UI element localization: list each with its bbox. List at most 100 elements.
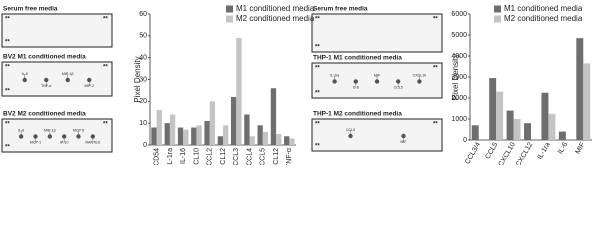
- spot-label: MIP-2: [84, 84, 94, 88]
- bar: [196, 125, 202, 145]
- x-tick-label: CD54: [153, 148, 160, 165]
- x-tick-label: IL-16: [180, 148, 187, 164]
- bar: [236, 38, 242, 146]
- bar: [541, 92, 549, 140]
- reference-spot: **: [5, 89, 10, 95]
- x-tick-label: IL-1ra: [537, 141, 552, 160]
- y-tick-label: 6000: [451, 11, 467, 18]
- blot-title: Serum free media: [3, 6, 58, 13]
- spot-label: IL-1ra: [330, 73, 339, 77]
- bar: [217, 136, 223, 145]
- reference-spot: **: [315, 66, 320, 72]
- y-tick-label: 2000: [451, 95, 467, 102]
- bar: [262, 131, 269, 145]
- bar: [270, 88, 277, 145]
- spot-label: RANTES: [86, 140, 101, 144]
- x-tick-label: CXCL12: [515, 141, 534, 165]
- bar: [151, 127, 157, 145]
- spot-label: IP-10: [60, 140, 69, 144]
- reference-spot: **: [315, 91, 320, 97]
- bar: [230, 96, 237, 145]
- y-tick-label: 40: [139, 55, 147, 62]
- y-tick-label: 0: [463, 137, 467, 144]
- bar: [558, 131, 566, 140]
- reference-spot: **: [5, 122, 10, 128]
- spot-label: CCL5: [346, 128, 355, 132]
- spot-label: IL-6: [18, 128, 24, 132]
- bar: [257, 125, 263, 145]
- spot-label: IL-6: [353, 85, 359, 89]
- x-tick-label: TNF-α: [286, 148, 293, 165]
- reference-spot: **: [315, 144, 320, 150]
- y-tick-label: 0: [143, 142, 147, 149]
- x-tick-label: CXCL12: [273, 148, 280, 165]
- x-tick-label: CXCL10: [193, 148, 200, 165]
- y-tick-label: 3000: [451, 74, 467, 81]
- x-tick-label: IL-6: [557, 141, 569, 155]
- bar: [289, 138, 295, 145]
- x-tick-label: CCL5: [260, 148, 267, 165]
- x-tick-label: CCL4: [246, 148, 253, 165]
- legend-swatch: [226, 5, 233, 13]
- reference-spot: **: [5, 145, 10, 151]
- legend-swatch: [494, 5, 501, 13]
- blot-frame: [311, 13, 443, 53]
- x-tick-label: CCL3: [233, 148, 240, 165]
- reference-spot: **: [315, 122, 320, 128]
- bar: [513, 119, 521, 140]
- reference-spot: **: [433, 17, 438, 23]
- y-tick-label: 10: [139, 120, 147, 127]
- spot-label: CXCL10: [413, 73, 427, 77]
- y-tick-label: 5000: [451, 32, 467, 39]
- legend-label: M1 conditioned media: [504, 4, 583, 13]
- bar: [506, 110, 514, 140]
- x-tick-label: CXCL10: [498, 141, 517, 165]
- reference-spot: **: [433, 66, 438, 72]
- bar: [244, 114, 250, 145]
- blot-frame: [1, 13, 113, 48]
- blot-title: Serum free media: [313, 6, 368, 13]
- bar: [284, 136, 290, 145]
- y-tick-label: 20: [139, 98, 147, 105]
- bar: [223, 125, 229, 145]
- y-tick-label: 30: [139, 76, 147, 83]
- x-tick-label: IL-1ra: [167, 148, 174, 165]
- blot-frame: [1, 118, 113, 153]
- bar: [576, 38, 584, 140]
- bar: [177, 127, 184, 145]
- reference-spot: **: [103, 17, 108, 23]
- reference-spot: **: [103, 122, 108, 128]
- bar: [471, 125, 479, 140]
- bar: [204, 120, 210, 145]
- reference-spot: **: [5, 65, 10, 71]
- x-tick-label: CCL3/4: [464, 141, 482, 165]
- spot-label: MCP-5: [73, 128, 84, 132]
- legend-swatch: [226, 15, 233, 23]
- y-tick-label: 1000: [451, 116, 467, 123]
- blot-title: THP-1 M2 conditioned media: [313, 111, 402, 118]
- spot-label: MIP-1β: [62, 72, 74, 76]
- bar: [276, 134, 282, 145]
- bar: [524, 123, 531, 140]
- bar: [489, 78, 497, 140]
- spot-label: MCP-1: [30, 140, 41, 144]
- spot-label: MIF: [400, 140, 407, 144]
- reference-spot: **: [315, 45, 320, 51]
- blot-frame: [1, 61, 113, 97]
- x-tick-label: MIF: [575, 141, 587, 155]
- figure: Serum free media ** ** ** BV2 M1 conditioned…: [1, 4, 592, 165]
- reference-spot: **: [315, 17, 320, 23]
- x-tick-label: CCL12: [220, 148, 227, 165]
- reference-spot: **: [103, 65, 108, 71]
- reference-spot: **: [433, 122, 438, 128]
- bar: [156, 110, 162, 145]
- bar: [496, 91, 504, 140]
- reference-spot: **: [5, 40, 10, 46]
- legend-swatch: [494, 15, 501, 23]
- spot-label: MIP-1β: [44, 128, 56, 132]
- bar: [183, 129, 189, 145]
- legend-label: M2 conditioned media: [504, 14, 583, 23]
- legend-label: M1 conditioned media: [236, 4, 315, 13]
- bar: [548, 113, 556, 140]
- y-axis-title: Pixel Density: [451, 54, 460, 100]
